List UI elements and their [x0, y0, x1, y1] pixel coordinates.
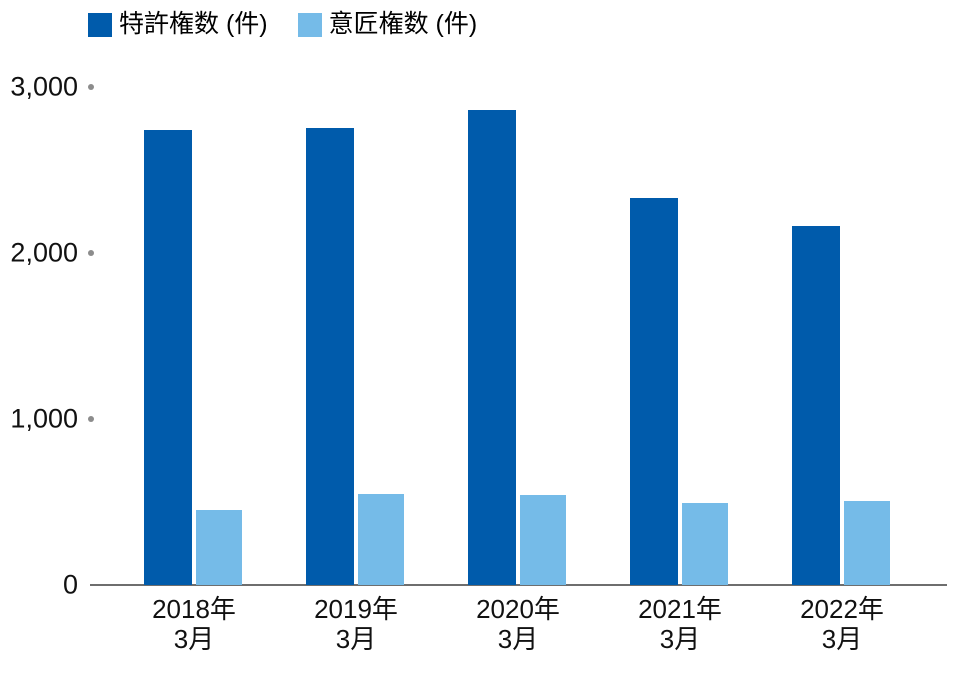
y-tick-label: 0	[62, 569, 78, 600]
x-axis-label: 2020年 3月	[438, 594, 598, 654]
x-axis-label-line: 2020年	[476, 594, 560, 624]
x-axis-label-line: 2022年	[800, 594, 884, 624]
legend-swatch-icon	[297, 12, 322, 37]
y-tick-label: 3,000	[10, 71, 78, 102]
legend-item-designs: 意匠権数 (件)	[297, 10, 478, 38]
legend-item-patents: 特許権数 (件)	[88, 12, 268, 37]
design-bar	[358, 494, 404, 585]
x-axis-label: 2018年 3月	[114, 594, 274, 654]
design-bar	[520, 495, 566, 585]
y-tick-dot-icon	[88, 250, 94, 256]
design-bar	[682, 503, 728, 585]
x-axis-label-line: 3月	[821, 624, 863, 654]
x-axis-label-line: 3月	[497, 624, 539, 654]
patent-bar	[306, 128, 354, 585]
legend-label: 特許権数 (件)	[119, 10, 268, 38]
x-axis-label-line: 3月	[659, 624, 701, 654]
design-bar	[844, 501, 890, 585]
patent-bar	[468, 110, 516, 585]
x-axis-label: 2019年 3月	[276, 594, 436, 654]
patent-bar	[144, 130, 192, 585]
x-axis-label-line: 3月	[173, 624, 215, 654]
x-axis-label: 2022年 3月	[762, 594, 922, 654]
x-axis-label-line: 3月	[335, 624, 377, 654]
y-tick-dot-icon	[88, 416, 94, 422]
chart-legend: 特許権数 (件) 意匠権数 (件)	[88, 12, 477, 37]
x-axis-label-line: 2019年	[314, 594, 398, 624]
y-tick-label: 2,000	[10, 237, 78, 268]
legend-label: 意匠権数 (件)	[328, 10, 478, 38]
y-tick-label: 1,000	[10, 403, 78, 434]
x-axis-label: 2021年 3月	[600, 594, 760, 654]
design-bar	[196, 510, 242, 585]
patent-bar	[630, 198, 678, 585]
x-axis-line	[90, 584, 947, 586]
x-axis-label-line: 2021年	[638, 594, 722, 624]
legend-swatch-icon	[88, 12, 112, 37]
patent-bar	[792, 226, 840, 585]
y-tick-dot-icon	[88, 84, 94, 90]
x-axis-label-line: 2018年	[152, 594, 236, 624]
